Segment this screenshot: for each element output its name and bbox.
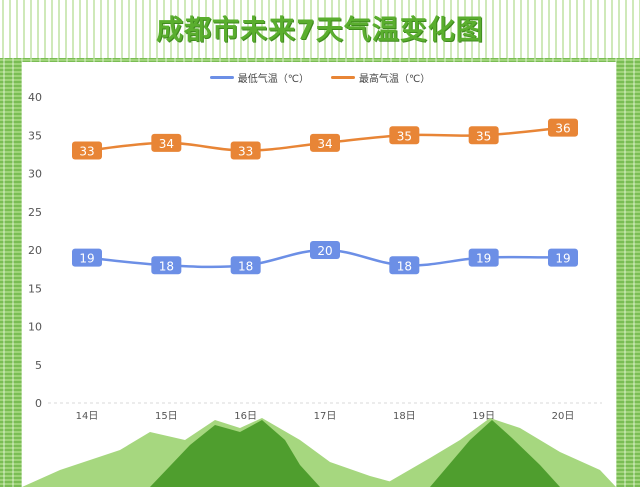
data-label: 33 bbox=[79, 145, 94, 159]
x-tick-label: 17日 bbox=[314, 411, 337, 422]
data-label: 34 bbox=[317, 137, 332, 151]
data-label-box bbox=[389, 256, 420, 275]
x-tick-label: 15日 bbox=[155, 411, 178, 422]
data-label: 36 bbox=[555, 122, 570, 136]
legend-swatch-max bbox=[331, 75, 355, 79]
data-label: 35 bbox=[397, 129, 412, 143]
mountain-left-dark bbox=[150, 420, 320, 487]
y-tick-label: 25 bbox=[28, 206, 42, 219]
data-label-box bbox=[72, 248, 102, 267]
y-tick-label: 20 bbox=[28, 244, 42, 257]
data-label: 34 bbox=[159, 137, 174, 151]
y-tick-label: 30 bbox=[28, 168, 42, 181]
data-label-box bbox=[548, 118, 578, 137]
data-label-box bbox=[548, 248, 578, 267]
x-tick-label: 19日 bbox=[472, 411, 495, 422]
data-label-box bbox=[151, 133, 182, 152]
legend: 最低气温（℃） 最高气温（℃） bbox=[0, 69, 640, 85]
data-label-box bbox=[468, 248, 499, 267]
data-label: 19 bbox=[555, 252, 570, 266]
y-tick-label: 5 bbox=[35, 359, 42, 372]
data-label: 18 bbox=[238, 259, 253, 273]
data-label-box bbox=[468, 126, 499, 145]
y-tick-label: 0 bbox=[35, 397, 42, 410]
data-label-box bbox=[230, 256, 261, 275]
x-tick-label: 18日 bbox=[393, 411, 416, 422]
data-label-box bbox=[72, 141, 102, 160]
title-band bbox=[0, 0, 640, 58]
x-tick-label: 14日 bbox=[76, 411, 99, 422]
x-tick-label: 20日 bbox=[552, 411, 575, 422]
data-label-box bbox=[230, 141, 261, 160]
x-tick-label: 16日 bbox=[234, 411, 257, 422]
data-label: 19 bbox=[79, 252, 94, 266]
data-label-box bbox=[310, 241, 340, 259]
y-tick-label: 10 bbox=[28, 321, 42, 334]
legend-item-max[interactable]: 最高气温（℃） bbox=[331, 70, 430, 85]
chart-title: 成都市未来7天气温变化图 bbox=[156, 15, 484, 46]
data-label: 35 bbox=[476, 129, 491, 143]
legend-label-max: 最高气温（℃） bbox=[359, 73, 431, 85]
data-label-box bbox=[389, 126, 420, 145]
y-tick-label: 15 bbox=[28, 282, 42, 295]
data-label-box bbox=[151, 256, 182, 275]
legend-label-min: 最低气温（℃） bbox=[237, 73, 309, 85]
y-tick-label: 35 bbox=[28, 129, 42, 142]
y-tick-label: 40 bbox=[28, 91, 42, 104]
legend-item-min[interactable]: 最低气温（℃） bbox=[209, 70, 309, 85]
data-label: 20 bbox=[317, 244, 332, 258]
legend-swatch-min bbox=[209, 75, 234, 79]
data-label: 18 bbox=[159, 259, 174, 273]
data-label-box bbox=[310, 133, 340, 152]
data-label: 18 bbox=[397, 259, 412, 273]
data-label: 19 bbox=[476, 252, 491, 266]
data-label: 33 bbox=[238, 145, 253, 159]
mountain-right-dark bbox=[430, 420, 560, 487]
